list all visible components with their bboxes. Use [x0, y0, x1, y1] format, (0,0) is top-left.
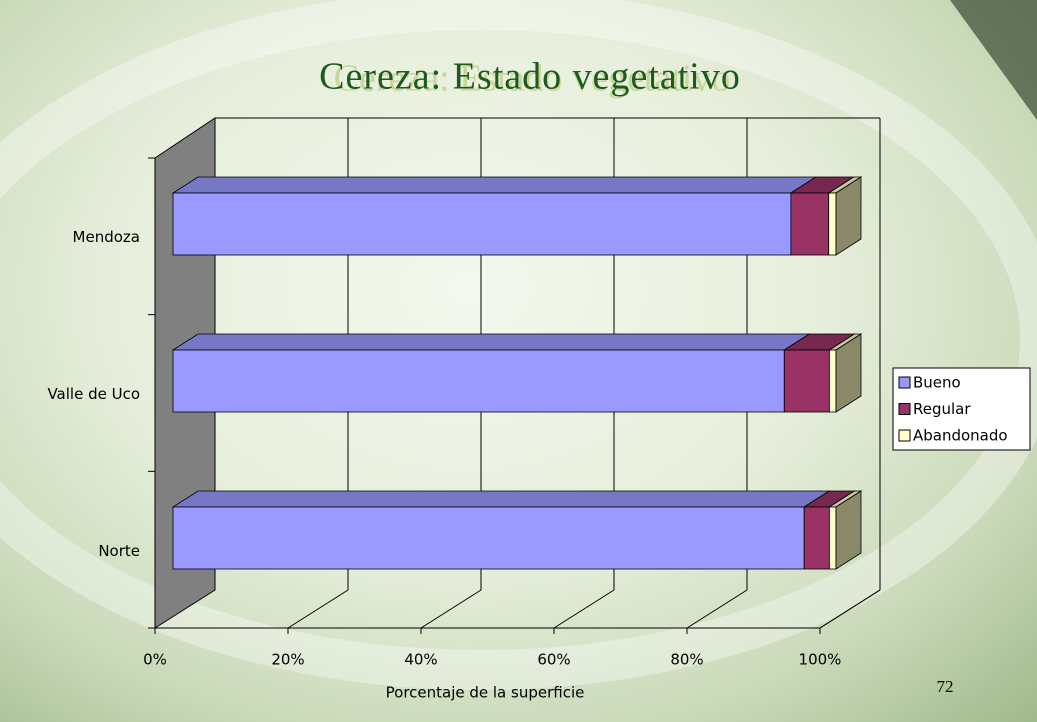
x-axis-label: Porcentaje de la superficie: [386, 684, 585, 702]
bar: [790, 192, 830, 256]
x-tick-label: 100%: [799, 651, 842, 669]
legend-swatch: [898, 429, 911, 442]
bar: [828, 506, 837, 570]
legend-swatch: [898, 403, 911, 415]
grid-line: [819, 589, 881, 629]
x-tick-label: 0%: [143, 651, 167, 669]
decor: [950, 0, 1037, 120]
bar-top: [171, 333, 811, 351]
legend-swatch: [898, 376, 911, 389]
legend-box: [892, 367, 1031, 451]
legend: Bueno Regular Abandonado: [892, 367, 1031, 451]
legend-label: Regular: [913, 400, 971, 418]
bar-end: [835, 333, 862, 413]
bar: [783, 349, 830, 413]
legend-label: Bueno: [913, 374, 961, 392]
title-shadow: Cereza: Estado vegetativo: [334, 58, 731, 100]
grid-line: [553, 589, 615, 629]
x-tick-label: 20%: [271, 651, 304, 669]
bar-top: [171, 176, 818, 194]
x-tick-label: 80%: [670, 651, 703, 669]
bar: [172, 192, 792, 256]
grid-line: [287, 589, 349, 629]
bar: [828, 349, 837, 413]
bar-end: [835, 490, 862, 570]
legend-label: Abandonado: [913, 427, 1008, 445]
bar: [828, 192, 837, 256]
y-tick-label: Valle de Uco: [47, 385, 140, 403]
y-tick-label: Norte: [98, 542, 140, 560]
chart-title: Cereza: Estado vegetativo: [319, 56, 741, 98]
x-tick-label: 40%: [404, 651, 437, 669]
bar: [172, 349, 785, 413]
grid-line: [420, 589, 482, 629]
bar-top: [171, 490, 831, 508]
bar: [803, 506, 830, 570]
page-number: 72: [937, 677, 954, 696]
bar: [172, 506, 805, 570]
grid-line: [686, 589, 748, 629]
decor: [0, 0, 1037, 690]
bar-end: [835, 176, 862, 256]
x-tick-label: 60%: [537, 651, 570, 669]
y-tick-label: Mendoza: [73, 228, 140, 246]
